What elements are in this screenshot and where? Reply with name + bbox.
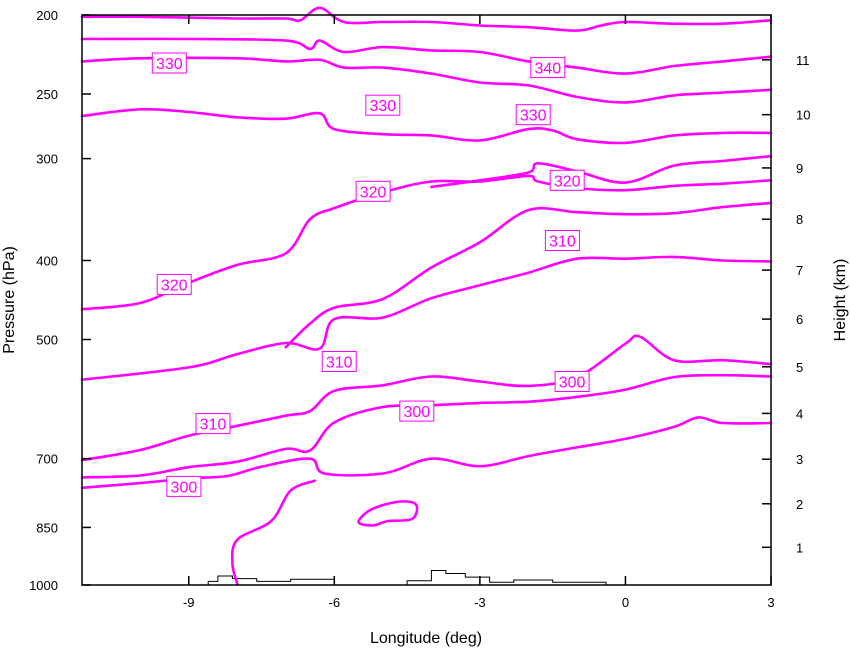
x-tick-label: -6 bbox=[329, 595, 341, 610]
contour-layer bbox=[80, 6, 773, 586]
contour-line-310-7 bbox=[80, 255, 773, 381]
contour-label-box bbox=[355, 180, 391, 202]
contour-label-8: 310 bbox=[321, 351, 357, 372]
pressure-tick-label: 700 bbox=[36, 452, 58, 467]
contour-line-340-1 bbox=[80, 37, 773, 75]
contour-line-295-12 bbox=[230, 479, 317, 586]
axes-layer: -9 -6 -3 0 3 200 250 300 400 500 700 850 1000 1 2 3 4 5 6 7… bbox=[29, 8, 810, 610]
height-tick-label: 10 bbox=[796, 108, 810, 123]
x-axis-title: Longitude (deg) bbox=[370, 630, 482, 647]
contour-label-2: 330 bbox=[365, 94, 401, 116]
pressure-tick-label: 1000 bbox=[29, 578, 58, 593]
contour-line-320-5 bbox=[80, 174, 773, 311]
contour-label-text: 320 bbox=[161, 277, 188, 294]
terrain-outline bbox=[207, 570, 607, 586]
height-tick-label: 5 bbox=[796, 360, 803, 375]
contour-label-text: 330 bbox=[369, 98, 396, 115]
height-tick-label: 3 bbox=[796, 452, 803, 467]
x-tick-label: -3 bbox=[474, 595, 486, 610]
pressure-tick-label: 300 bbox=[36, 152, 58, 167]
contour-label-box bbox=[554, 371, 590, 392]
contour-line-305-8 bbox=[80, 334, 773, 462]
contour-label-1: 340 bbox=[530, 57, 566, 79]
x-tick-label: -9 bbox=[183, 595, 195, 610]
contour-label-text: 340 bbox=[534, 61, 561, 78]
contour-line-335-2 bbox=[80, 56, 773, 104]
contour-label-text: 300 bbox=[171, 479, 198, 496]
contour-label-layer: 330 340 330 330 320 320 310 320 310 300 300 310 300 bbox=[151, 52, 590, 497]
height-tick-label: 8 bbox=[796, 212, 803, 227]
contour-line-315-6 bbox=[284, 201, 773, 349]
contour-label-box bbox=[195, 413, 231, 435]
height-tick-label: 7 bbox=[796, 263, 803, 278]
contour-label-12: 300 bbox=[166, 475, 202, 497]
contour-label-box bbox=[365, 94, 401, 116]
contour-label-text: 310 bbox=[326, 355, 353, 372]
contour-label-box bbox=[544, 230, 580, 251]
contour-label-4: 320 bbox=[355, 180, 391, 202]
contour-label-text: 330 bbox=[156, 56, 183, 73]
contour-line-297-10 bbox=[80, 416, 773, 490]
x-tick-label: 0 bbox=[622, 595, 629, 610]
plot-frame bbox=[81, 14, 772, 586]
x-tick-label: 3 bbox=[767, 595, 774, 610]
pressure-tick-label: 400 bbox=[36, 253, 58, 268]
pressure-tick-label: 250 bbox=[36, 87, 58, 102]
contour-label-text: 300 bbox=[403, 404, 430, 421]
contour-line-300-9 bbox=[80, 373, 773, 479]
contour-label-text: 330 bbox=[520, 108, 547, 125]
contour-label-10: 300 bbox=[399, 400, 435, 422]
height-tick-label: 2 bbox=[796, 497, 803, 512]
height-tick-label: 6 bbox=[796, 312, 803, 327]
contour-label-text: 320 bbox=[554, 173, 581, 190]
contour-line-330-3 bbox=[80, 107, 773, 145]
contour-label-box bbox=[399, 400, 435, 422]
contour-label-text: 310 bbox=[200, 417, 227, 434]
pressure-tick-label: 200 bbox=[36, 8, 58, 23]
contour-line-345-0 bbox=[80, 6, 773, 32]
pressure-tick-label: 850 bbox=[36, 520, 58, 535]
contour-label-text: 300 bbox=[559, 375, 586, 392]
y-axis-left-title: Pressure (hPa) bbox=[1, 246, 18, 354]
contour-label-11: 310 bbox=[195, 413, 231, 435]
height-tick-label: 4 bbox=[796, 406, 803, 421]
y-axis-right-title: Height (km) bbox=[832, 259, 849, 342]
contour-label-box bbox=[530, 57, 566, 79]
pressure-tick-label: 500 bbox=[36, 333, 58, 348]
contour-line-296-11 bbox=[357, 500, 419, 527]
contour-label-7: 320 bbox=[156, 273, 192, 295]
contour-label-box bbox=[156, 273, 192, 295]
contour-label-box bbox=[549, 169, 585, 191]
contour-label-text: 310 bbox=[549, 234, 576, 251]
contour-label-box bbox=[515, 104, 551, 126]
height-tick-label: 9 bbox=[796, 161, 803, 176]
contour-label-6: 310 bbox=[544, 230, 580, 251]
contour-label-box bbox=[166, 475, 202, 497]
height-tick-label: 11 bbox=[796, 53, 810, 68]
contour-label-9: 300 bbox=[554, 371, 590, 392]
contour-label-0: 330 bbox=[151, 52, 187, 74]
contour-label-5: 320 bbox=[549, 169, 585, 191]
terrain-layer bbox=[207, 570, 607, 586]
contour-label-3: 330 bbox=[515, 104, 551, 126]
contour-label-box bbox=[321, 351, 357, 372]
height-tick-label: 1 bbox=[796, 540, 803, 555]
contour-label-box bbox=[151, 52, 187, 74]
contour-label-text: 320 bbox=[360, 184, 387, 201]
